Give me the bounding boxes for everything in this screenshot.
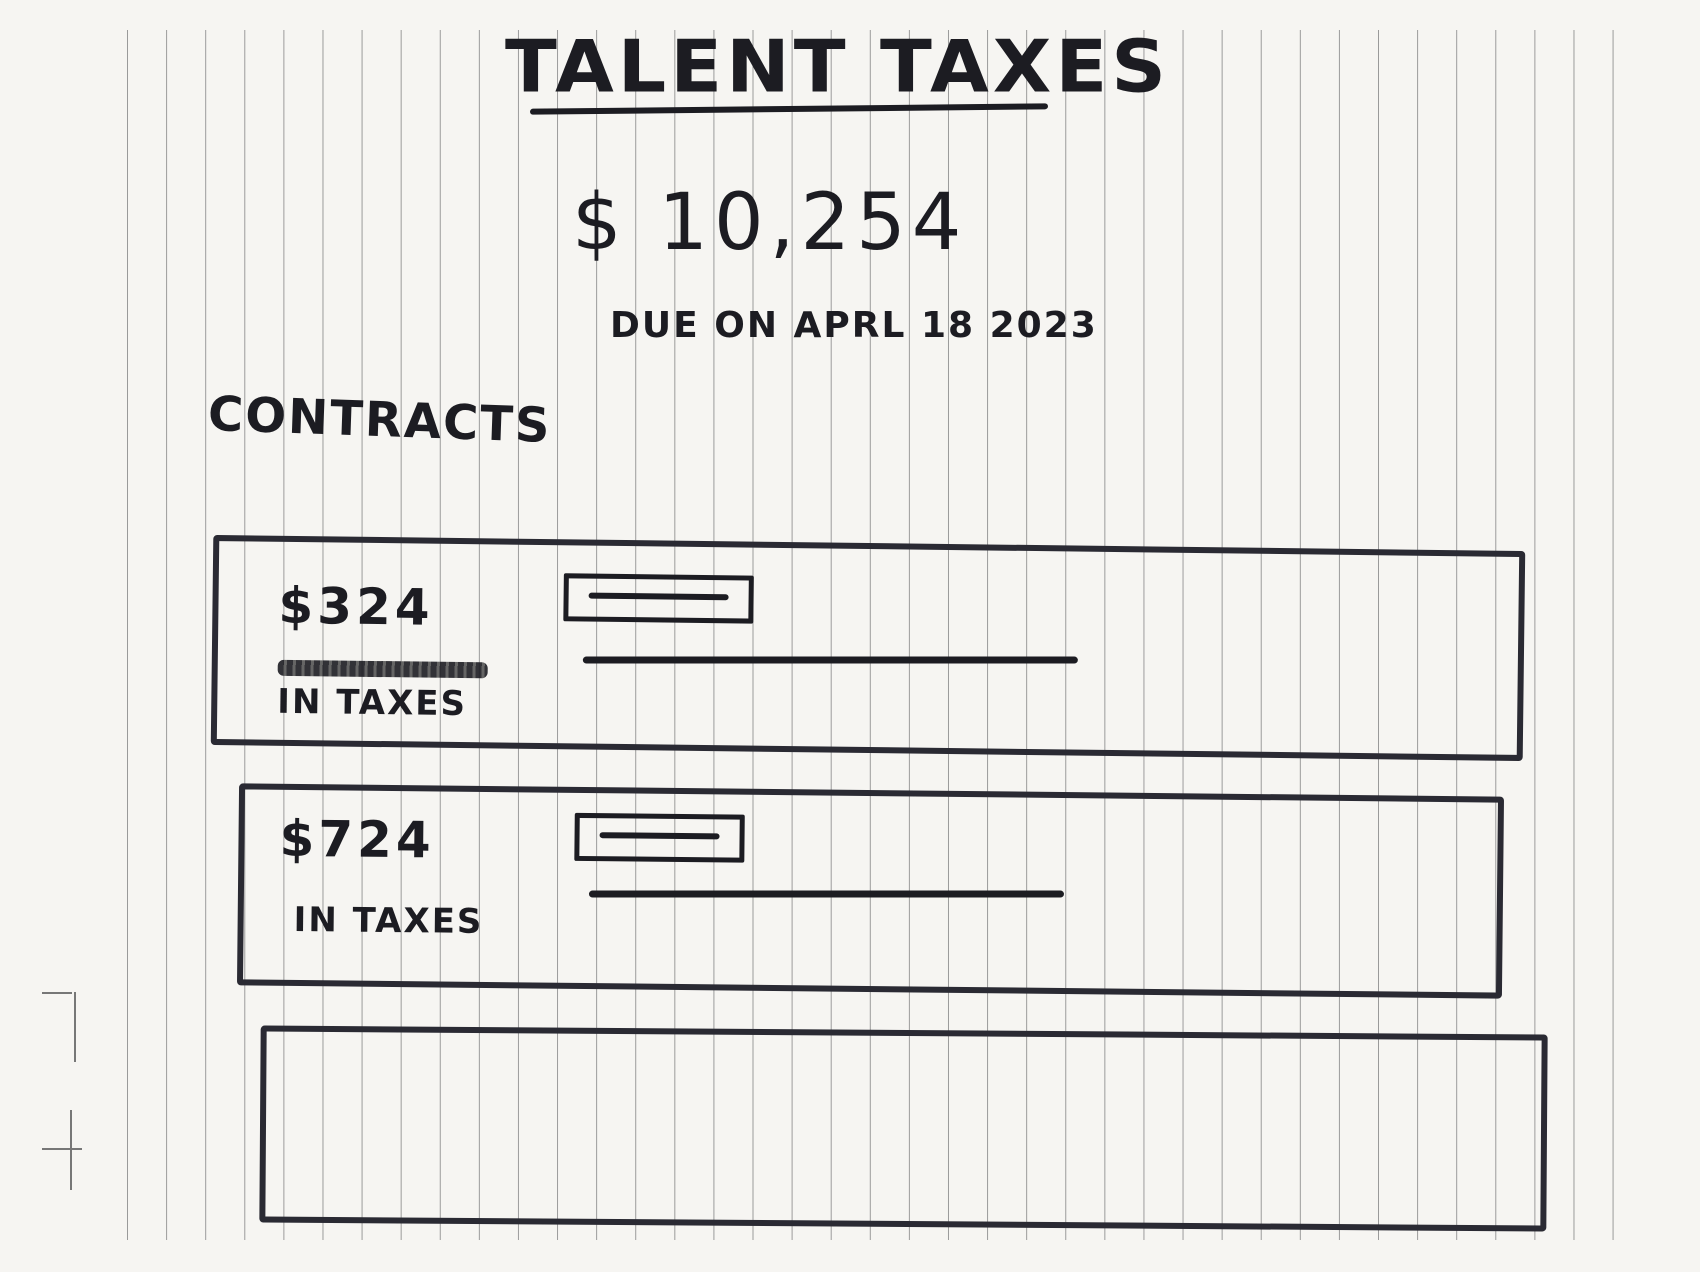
contract-description-placeholder	[582, 656, 1078, 664]
contract-card[interactable]: $724 IN TAXES	[236, 783, 1505, 999]
contract-tax-amount: $324	[278, 576, 434, 637]
contracts-section-title: CONTRACTS	[207, 386, 553, 454]
contract-tag-button[interactable]	[574, 812, 745, 863]
contract-description-placeholder	[588, 890, 1064, 898]
placeholder-scribble	[588, 592, 729, 601]
total-tax-amount: $ 10,254	[572, 178, 968, 268]
page-title: TALENT TAXES	[505, 24, 1171, 109]
margin-tick-marks	[40, 990, 100, 1190]
placeholder-scribble	[599, 832, 720, 840]
contract-card-empty[interactable]	[259, 1025, 1548, 1232]
due-date-text: DUE ON APRL 18 2023	[610, 305, 1098, 346]
contract-tax-label: IN TAXES	[293, 899, 484, 942]
paper-margin-bottom	[0, 1240, 1700, 1272]
paper-margin-right	[1640, 0, 1700, 1272]
contract-card[interactable]: $324 IN TAXES	[210, 534, 1526, 762]
paper-margin-top	[0, 0, 1700, 30]
contract-tax-label: IN TAXES	[277, 681, 468, 725]
scribbled-out-text	[277, 659, 488, 679]
contract-tax-amount: $724	[279, 809, 435, 870]
contract-tag-button[interactable]	[563, 573, 754, 624]
paper-margin-left	[0, 0, 126, 1272]
